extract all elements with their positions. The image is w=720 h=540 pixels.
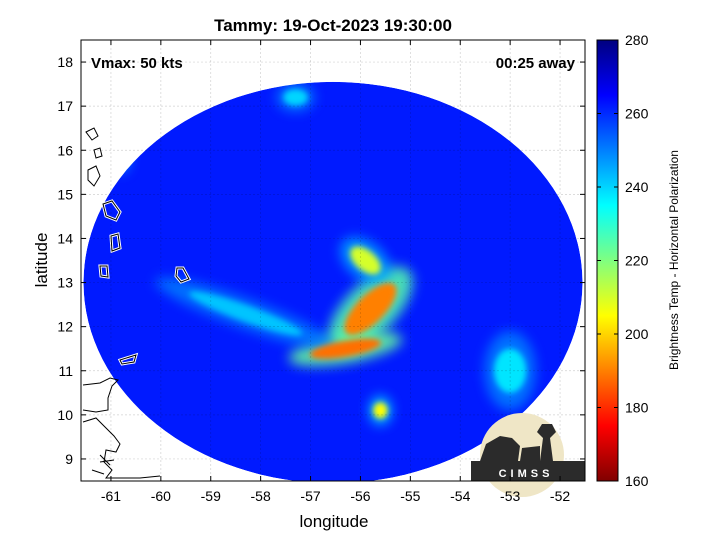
swath-feature-eyewall-core — [344, 283, 397, 336]
x-tick-label: -61 — [101, 488, 121, 504]
x-tick-label: -52 — [550, 488, 570, 504]
x-tick-label: -54 — [450, 488, 470, 504]
coast-islets — [85, 127, 103, 159]
x-tick-label: -53 — [500, 488, 520, 504]
y-tick-label: 10 — [57, 407, 73, 423]
logo-silhouette-building — [520, 446, 540, 461]
logo-band — [471, 461, 585, 481]
x-tick-label: -60 — [151, 488, 171, 504]
x-tick-label: -58 — [251, 488, 271, 504]
logo-text: CIMSS — [499, 468, 554, 480]
y-tick-label: 18 — [57, 54, 73, 70]
brightness-temperature-swath — [83, 81, 583, 481]
y-tick-label: 14 — [57, 230, 73, 246]
y-tick-label: 15 — [57, 186, 73, 202]
y-tick-label: 11 — [58, 363, 73, 379]
logo-silhouette-dish — [480, 436, 520, 461]
colorbar-label: Brightness Temp - Horizontal Polarizatio… — [667, 150, 681, 370]
y-tick-label: 12 — [57, 319, 73, 335]
island-inner-outlines — [87, 165, 190, 365]
x-tick-label: -57 — [300, 488, 320, 504]
x-tick-label: -59 — [201, 488, 221, 504]
x-axis-label: longitude — [299, 512, 368, 531]
cimss-logo: CIMSS — [471, 413, 585, 497]
colorbar-tick-label: 200 — [625, 326, 649, 342]
swath-feature-outer-band-east — [494, 348, 527, 393]
colorbar-tick-label: 160 — [625, 473, 649, 489]
vmax-annotation: Vmax: 50 kts — [91, 55, 183, 72]
y-tick-label: 17 — [57, 98, 73, 114]
swath-feature-rainband-south — [309, 338, 381, 359]
colorbar-tick-label: 260 — [625, 106, 649, 122]
y-tick-label: 9 — [65, 451, 73, 467]
y-tick-label: 16 — [57, 142, 73, 158]
colorbar-tick-label: 240 — [625, 179, 649, 195]
coast-tobago-trinidad — [82, 377, 119, 413]
colorbar-ticks: 160 180 200 220 240 260 280 — [597, 32, 649, 489]
colorbar-tick-label: 220 — [625, 253, 649, 269]
chart-title: Tammy: 19-Oct-2023 19:30:00 — [214, 16, 452, 35]
coast-south-america — [82, 417, 161, 479]
coast-shore-lines — [91, 454, 115, 475]
axis-ticks: -61 -60 -59 -58 -57 -56 -55 -54 -53 -52 9 10 11 12 13 1… — [57, 40, 585, 504]
axes-frame — [80, 39, 586, 482]
x-tick-label: -56 — [350, 488, 370, 504]
colorbar-tick-label: 280 — [625, 32, 649, 48]
swath-feature-rainband-north — [350, 246, 381, 275]
coastlines — [82, 127, 161, 479]
colorbar-tick-label: 180 — [625, 400, 649, 416]
x-tick-label: -55 — [400, 488, 420, 504]
swath-feature-north-cell — [283, 89, 308, 106]
y-tick-label: 13 — [57, 275, 73, 291]
y-axis-label: latitude — [32, 233, 51, 288]
swath-feature-outer-band-west — [189, 291, 303, 336]
time-away-annotation: 00:25 away — [496, 55, 576, 72]
logo-silhouette-tower — [537, 424, 556, 461]
swath-feature-rainband-tail — [373, 402, 388, 419]
swath-background — [83, 81, 583, 481]
grid-lines — [81, 40, 585, 481]
